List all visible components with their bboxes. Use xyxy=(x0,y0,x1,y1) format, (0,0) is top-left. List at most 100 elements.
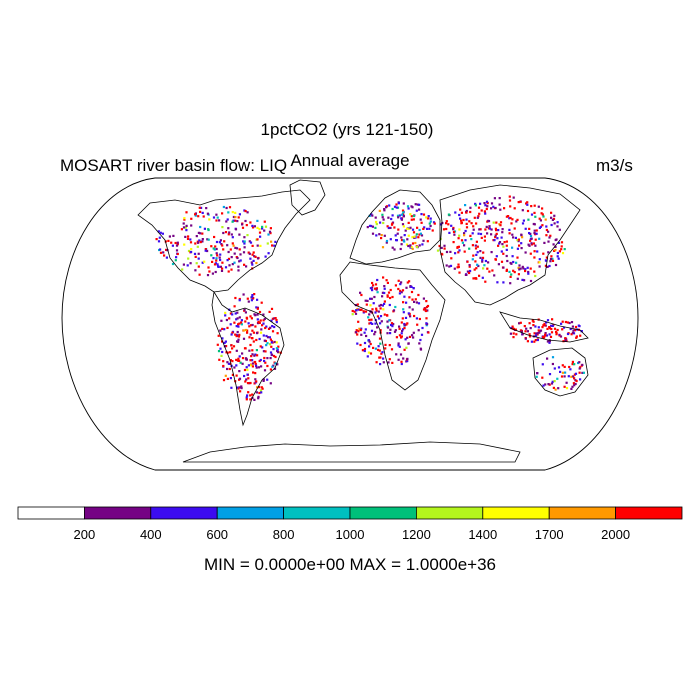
flow-cell xyxy=(445,227,448,231)
flow-cell xyxy=(417,236,420,239)
flow-cell xyxy=(223,328,226,331)
flow-cell xyxy=(251,323,254,327)
flow-cell xyxy=(182,222,185,225)
flow-cell xyxy=(432,221,436,224)
flow-cell xyxy=(494,227,497,230)
flow-cell xyxy=(495,229,498,232)
flow-cell xyxy=(219,239,222,242)
flow-cell xyxy=(502,281,505,284)
flow-cell xyxy=(512,236,515,239)
flow-cell xyxy=(399,289,402,292)
flow-cell xyxy=(376,315,379,318)
flow-cell xyxy=(549,234,552,237)
flow-cell xyxy=(183,243,186,246)
flow-cell xyxy=(249,315,252,318)
flow-cell xyxy=(511,327,514,330)
flow-cell xyxy=(479,232,483,236)
map-boundary xyxy=(61,177,639,471)
flow-cell xyxy=(401,289,405,292)
flow-cell xyxy=(367,316,370,319)
flow-cell xyxy=(429,224,432,228)
flow-cell xyxy=(464,239,467,242)
flow-cell xyxy=(483,210,486,213)
flow-cell xyxy=(483,202,486,205)
flow-cell xyxy=(233,305,236,308)
flow-cell xyxy=(548,339,551,343)
flow-cell xyxy=(515,261,518,264)
flow-cell xyxy=(159,231,162,234)
flow-cell xyxy=(508,228,511,231)
flow-cell xyxy=(452,241,455,244)
flow-cell xyxy=(465,273,468,276)
flow-cell xyxy=(553,214,556,217)
coast-north-america xyxy=(137,189,311,293)
flow-cell xyxy=(246,297,249,300)
flow-cell xyxy=(406,357,409,360)
flow-cell xyxy=(406,322,409,325)
flow-cell xyxy=(186,264,189,267)
flow-cell xyxy=(484,280,487,283)
flow-cell xyxy=(224,314,227,317)
flow-cell xyxy=(553,327,557,330)
flow-cell xyxy=(235,358,238,361)
flow-cell xyxy=(397,342,400,345)
flow-cell xyxy=(219,347,222,350)
flow-cell xyxy=(551,380,554,383)
flow-cell xyxy=(358,327,361,330)
flow-cell xyxy=(219,329,222,332)
flow-cell xyxy=(418,203,421,206)
flow-cell xyxy=(374,322,377,325)
flow-cell xyxy=(575,336,578,339)
flow-cell xyxy=(545,256,548,259)
flow-cell xyxy=(387,291,391,294)
flow-cell xyxy=(244,328,247,332)
flow-cell xyxy=(567,375,570,378)
flow-cell xyxy=(242,329,245,332)
flow-cell xyxy=(199,225,202,229)
flow-cell xyxy=(370,297,373,300)
flow-cell xyxy=(213,235,216,239)
flow-cell xyxy=(411,298,414,301)
flow-cell xyxy=(159,248,162,251)
flow-cell xyxy=(553,380,556,383)
flow-cell xyxy=(382,361,385,364)
flow-cell xyxy=(216,216,219,219)
flow-cell xyxy=(375,309,378,312)
flow-cell xyxy=(426,304,430,308)
flow-cell xyxy=(548,373,552,376)
flow-cell xyxy=(198,206,201,209)
flow-cell xyxy=(370,318,373,321)
flow-cell xyxy=(221,212,224,215)
flow-cell xyxy=(505,215,508,218)
flow-cell xyxy=(460,221,463,224)
flow-cell xyxy=(268,343,272,346)
flow-cell xyxy=(545,259,548,262)
flow-cell xyxy=(256,219,259,222)
flow-cell xyxy=(259,235,262,238)
flow-cell xyxy=(574,382,577,386)
flow-cell xyxy=(544,383,547,386)
flow-cell xyxy=(404,229,407,232)
flow-cell xyxy=(469,210,472,214)
flow-cell xyxy=(393,226,396,229)
flow-cell xyxy=(271,317,274,320)
flow-cell xyxy=(571,363,574,366)
flow-cell xyxy=(244,357,248,360)
flow-cell xyxy=(528,232,531,235)
flow-cell xyxy=(270,345,273,348)
flow-cell xyxy=(388,303,391,307)
flow-cell xyxy=(230,333,233,336)
flow-cell xyxy=(215,213,218,216)
flow-cell xyxy=(159,251,163,254)
flow-cell xyxy=(231,360,234,363)
flow-cell xyxy=(366,355,369,358)
flow-cell xyxy=(171,262,175,266)
flow-cell xyxy=(175,256,178,259)
flow-cell xyxy=(370,329,374,332)
coast-australia xyxy=(532,347,589,397)
river-flow-cells xyxy=(155,195,585,401)
flow-cell xyxy=(262,350,265,353)
flow-cell xyxy=(571,325,574,328)
flow-cell xyxy=(479,202,482,205)
flow-cell xyxy=(275,321,278,324)
